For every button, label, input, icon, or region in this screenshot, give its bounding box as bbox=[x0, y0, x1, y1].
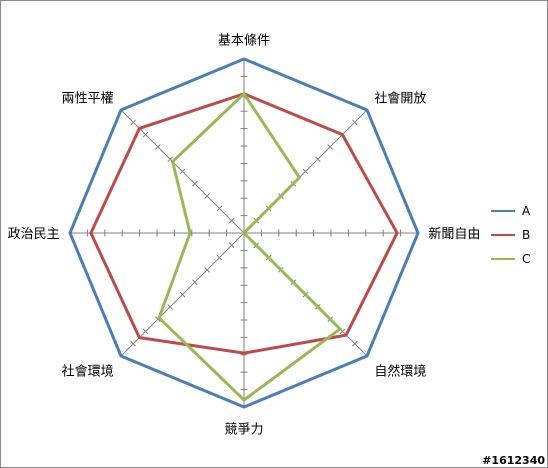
spoke-tick bbox=[130, 119, 137, 126]
category-label: 社會環境 bbox=[62, 363, 114, 379]
spoke-tick bbox=[130, 340, 137, 347]
category-label: 基本條件 bbox=[218, 34, 270, 49]
legend-label-B: B bbox=[522, 228, 530, 242]
legend-label-C: C bbox=[522, 252, 530, 266]
spoke-tick bbox=[314, 156, 321, 163]
category-label: 社會開放 bbox=[374, 91, 426, 107]
spoke-tick bbox=[216, 205, 223, 212]
spoke-tick bbox=[155, 316, 161, 322]
category-label: 兩性平權 bbox=[62, 92, 114, 107]
spoke-tick bbox=[204, 193, 210, 199]
spoke-tick bbox=[228, 242, 235, 249]
spoke-tick bbox=[191, 279, 198, 286]
legend: ABC bbox=[491, 204, 531, 266]
spoke-tick bbox=[142, 328, 149, 335]
category-label: 自然環境 bbox=[374, 363, 426, 379]
category-label: 新聞自由 bbox=[428, 226, 480, 242]
spoke-tick bbox=[339, 328, 346, 335]
series-line-B bbox=[89, 92, 399, 355]
watermark-text: #1612340 bbox=[482, 454, 545, 467]
radar-series bbox=[68, 57, 420, 409]
spoke-tick bbox=[167, 156, 174, 163]
spoke-tick bbox=[351, 340, 358, 347]
spoke-tick bbox=[155, 144, 161, 150]
spoke-tick bbox=[179, 168, 186, 175]
series-line-C bbox=[157, 91, 343, 402]
spoke-tick bbox=[142, 131, 149, 138]
spoke-tick bbox=[191, 180, 198, 187]
spoke-tick bbox=[302, 168, 309, 175]
category-label: 政治民主 bbox=[8, 227, 60, 242]
spoke-tick bbox=[216, 254, 223, 261]
category-label: 競爭力 bbox=[224, 422, 263, 437]
spoke-tick bbox=[327, 144, 333, 150]
spoke-tick bbox=[351, 119, 358, 126]
legend-label-A: A bbox=[522, 204, 531, 218]
spoke-tick bbox=[204, 267, 210, 273]
spoke-tick bbox=[228, 217, 235, 224]
spoke-tick bbox=[179, 291, 186, 298]
series-line-A bbox=[68, 57, 420, 409]
spoke-tick bbox=[167, 303, 174, 310]
